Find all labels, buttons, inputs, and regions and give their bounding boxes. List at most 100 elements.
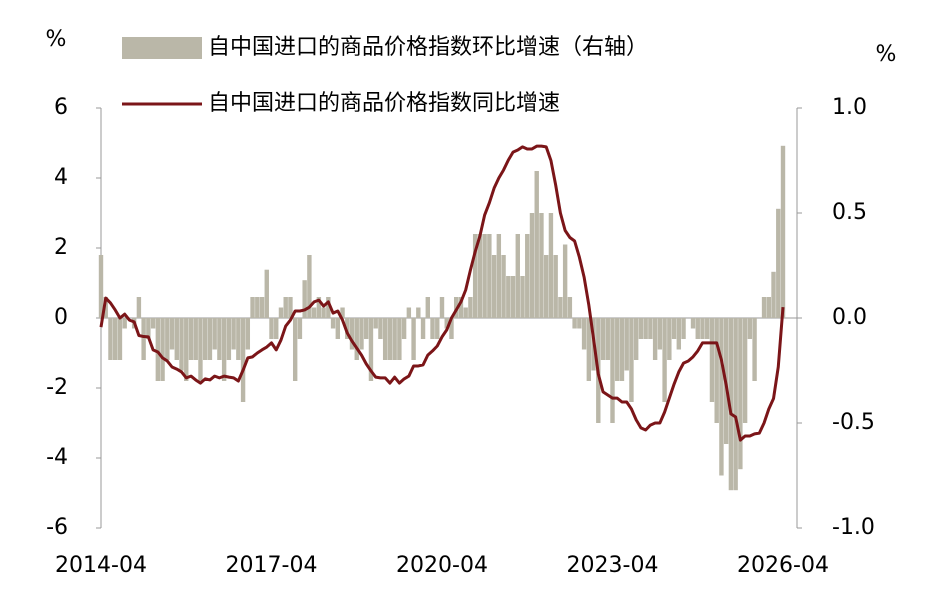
bar [155, 318, 161, 381]
x-tick-label: 2023-04 [567, 553, 659, 578]
bar [349, 318, 355, 350]
bar [458, 297, 464, 318]
bar [671, 318, 677, 339]
bar [553, 255, 558, 318]
bar [638, 318, 644, 339]
x-tick-label: 2017-04 [226, 553, 318, 578]
bar [316, 297, 322, 318]
bar [747, 318, 753, 339]
bar [435, 318, 440, 339]
bar [468, 297, 473, 318]
bar [278, 307, 284, 318]
bar [690, 318, 696, 329]
bar [401, 318, 407, 339]
bar [368, 318, 374, 381]
bar [600, 318, 606, 360]
bar [255, 297, 260, 318]
bar [766, 297, 771, 318]
y2-tick-label: -0.5 [832, 410, 875, 435]
bar [771, 271, 776, 318]
bar [643, 318, 648, 339]
bar [558, 297, 563, 318]
bar [648, 318, 653, 339]
bar [657, 318, 663, 350]
legend-label: 自中国进口的商品价格指数环比增速（右轴） [208, 35, 648, 60]
bar [354, 318, 359, 360]
bar [117, 318, 123, 360]
bar [382, 318, 388, 360]
bar [411, 318, 416, 360]
bar [179, 318, 184, 371]
bar [539, 213, 544, 318]
bar [321, 307, 326, 318]
y-tick-label: -2 [46, 375, 68, 400]
bar [240, 318, 246, 402]
y2-tick-label: 0.5 [832, 200, 867, 225]
bar [326, 297, 331, 318]
bar [562, 244, 568, 318]
bar [113, 318, 118, 360]
bar [136, 297, 142, 318]
bar [742, 318, 748, 423]
bar [373, 318, 378, 329]
bar [681, 318, 686, 339]
y2-tick-label: 1.0 [832, 95, 867, 120]
bar [548, 213, 554, 318]
bar [624, 318, 629, 371]
bar [529, 213, 535, 318]
bar [340, 307, 345, 318]
bar [439, 297, 445, 318]
bar [259, 297, 265, 318]
bar [420, 318, 426, 339]
bar [567, 297, 573, 318]
bar [714, 318, 719, 423]
y2-tick-label: 0.0 [832, 305, 867, 330]
bar [534, 171, 539, 318]
bar [288, 297, 293, 318]
bar [108, 318, 113, 360]
bar [274, 318, 279, 339]
bar [141, 318, 146, 360]
y-tick-label: 4 [54, 165, 68, 190]
bar [752, 318, 757, 381]
y-tick-label: -4 [46, 445, 68, 470]
bar [705, 318, 710, 339]
bar [146, 318, 151, 339]
bar [572, 318, 577, 329]
bar [506, 276, 511, 318]
bar [236, 318, 241, 360]
bar [174, 318, 179, 360]
bar [307, 255, 312, 318]
bar [169, 318, 175, 350]
bar [217, 318, 222, 360]
bar [477, 234, 483, 318]
bar [491, 255, 497, 318]
bar [520, 276, 525, 318]
bar [330, 318, 336, 329]
bar [425, 297, 430, 318]
bar [501, 255, 506, 318]
bar [188, 318, 194, 360]
bar [359, 318, 364, 350]
bar [700, 318, 705, 339]
bar [165, 318, 170, 360]
bar [543, 255, 549, 318]
bar [311, 307, 317, 318]
bar [444, 318, 449, 329]
bar [231, 318, 236, 350]
bar [345, 318, 350, 339]
bar [335, 318, 341, 339]
bar [510, 276, 516, 318]
bar [577, 318, 582, 329]
bar [221, 318, 227, 381]
y-tick-label: -6 [46, 515, 68, 540]
bar [605, 318, 610, 360]
bar [198, 318, 203, 381]
bar [98, 255, 104, 318]
bar [619, 318, 625, 381]
bar [103, 297, 108, 318]
x-tick-label: 2020-04 [396, 553, 488, 578]
bar [184, 318, 189, 381]
bar [738, 318, 743, 470]
